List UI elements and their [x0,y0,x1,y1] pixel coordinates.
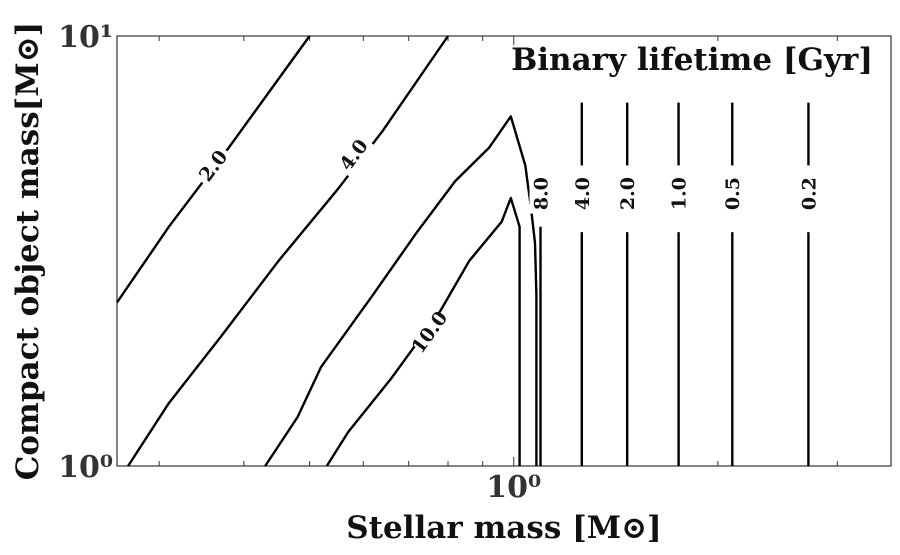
contour-label-bg [191,142,234,189]
x-tick-label: 10⁰ [486,470,541,505]
plot-frame [116,35,892,467]
contour-label-bg [721,173,744,214]
contour-label-2.0: 2.0 [617,177,639,210]
contour-label-bg [667,173,690,214]
contour-line-1 [127,35,449,467]
contour-label-bg [332,131,375,178]
contour-label-4.0: 4.0 [572,177,594,210]
ticks-layer: 10⁰ 10⁰ 10¹ [58,20,838,505]
contour-label-bg [408,309,450,355]
contours-layer [116,35,810,467]
contour-line-2 [264,115,538,467]
x-axis-label: Stellar mass [M⊙] [346,510,661,546]
contour-label-10.0: 10.0 [407,307,452,357]
contour-label-8.0: 8.0 [530,177,552,210]
y-tick-label: 10¹ [58,20,113,55]
contour-line-3 [325,196,521,467]
chart-title: Binary lifetime [Gyr] [511,42,873,78]
contour-label-bg [570,173,593,214]
y-axis-label: Compact object mass[M⊙] [10,22,46,481]
contour-label-bg [797,173,820,214]
contour-line-0 [116,35,311,304]
contour-label-bg [529,173,552,214]
contour-label-0.5: 0.5 [722,177,744,210]
contour-label-bg [616,173,639,214]
contour-label-0.2: 0.2 [798,177,820,210]
contour-labels-layer: 2.0 4.010.08.0 4.0 2.0 1.0 0.5 0.2 [191,131,820,358]
y-tick-label: 10⁰ [58,450,113,485]
contour-label-1.0: 1.0 [669,177,691,210]
